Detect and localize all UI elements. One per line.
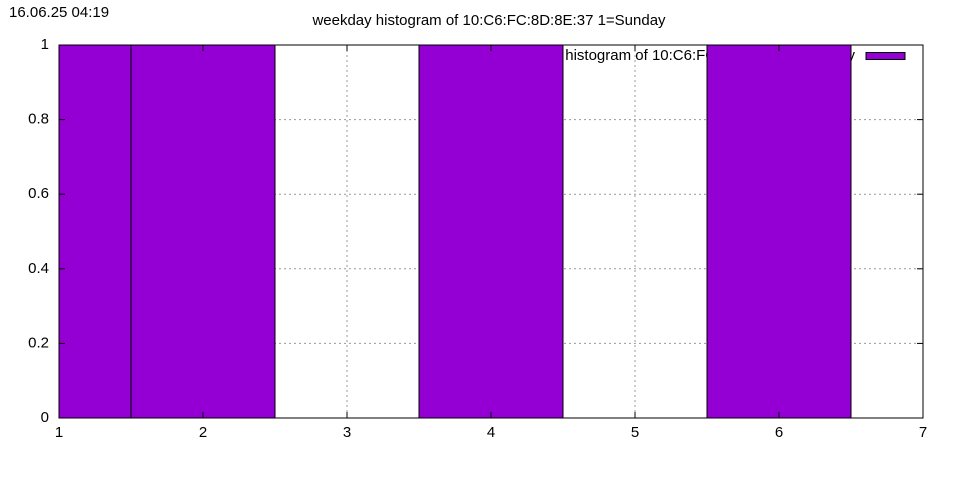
plot-border <box>58 44 924 419</box>
bar <box>418 45 564 418</box>
x-tick-label: 6 <box>775 424 783 441</box>
x-tick-label: 5 <box>631 424 639 441</box>
bar <box>706 45 852 418</box>
y-tick-label: 1 <box>41 36 49 53</box>
x-tick-label: 3 <box>343 424 351 441</box>
bar <box>59 45 132 418</box>
y-tick-label: 0.2 <box>28 334 49 351</box>
y-tick-label: 0 <box>41 409 49 426</box>
x-tick-label: 1 <box>55 424 63 441</box>
timestamp: 16.06.25 04:19 <box>9 4 109 21</box>
legend-swatch <box>865 52 906 60</box>
x-tick-label: 2 <box>199 424 207 441</box>
bar <box>130 45 276 418</box>
bars <box>59 45 852 418</box>
y-tick-label: 0.6 <box>28 185 49 202</box>
y-tick-label: 0.8 <box>28 111 49 128</box>
y-tick-label: 0.4 <box>28 260 49 277</box>
chart-title: weekday histogram of 10:C6:FC:8D:8E:37 1… <box>311 12 666 29</box>
x-tick-label: 4 <box>487 424 495 441</box>
x-tick-label: 7 <box>919 424 927 441</box>
